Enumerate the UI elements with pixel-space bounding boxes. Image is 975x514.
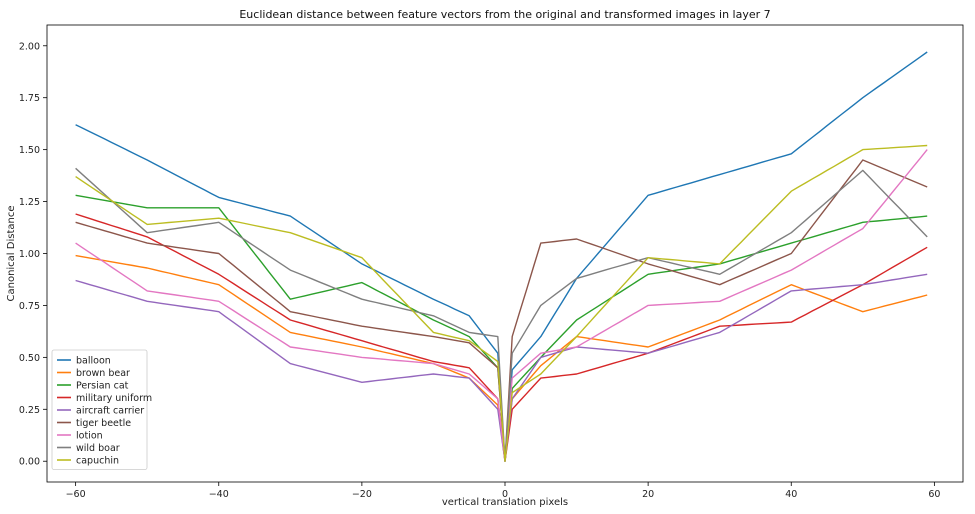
y-axis-label: Canonical Distance (6, 206, 17, 302)
y-tick-label: 0.00 (19, 457, 40, 468)
legend-label: aircraft carrier (76, 406, 144, 417)
legend-label: lotion (76, 431, 103, 442)
series-line-capuchin (75, 144, 928, 462)
x-tick-label: −40 (209, 489, 229, 500)
y-tick-label: 1.00 (19, 249, 40, 260)
series-line-wild-boar (75, 167, 928, 462)
legend-label: tiger beetle (76, 418, 131, 429)
x-tick-label: −60 (66, 489, 86, 500)
legend-box (51, 349, 148, 470)
legend-label: balloon (76, 356, 111, 367)
y-tick-label: 0.25 (19, 405, 40, 416)
x-axis-label: vertical translation pixels (442, 497, 568, 508)
x-tick-label: 20 (642, 489, 654, 500)
y-tick-label: 0.50 (19, 353, 40, 364)
x-axis: −60 −40 −20 0 20 40 60 (66, 482, 940, 500)
legend-label: capuchin (76, 456, 119, 467)
y-tick-label: 1.50 (19, 145, 40, 156)
x-tick-label: 0 (502, 489, 508, 500)
y-tick-label: 1.75 (19, 93, 40, 104)
legend-label: wild boar (76, 443, 120, 454)
x-tick-label: −20 (352, 489, 372, 500)
series-line-lotion (75, 149, 928, 462)
legend-label: military uniform (76, 393, 152, 404)
chart-title: Euclidean distance between feature vecto… (239, 8, 770, 21)
y-tick-label: 0.75 (19, 301, 40, 312)
legend-label: brown bear (76, 368, 130, 379)
x-tick-label: 60 (928, 489, 940, 500)
legend-label: Persian cat (76, 381, 129, 392)
y-tick-label: 1.25 (19, 197, 40, 208)
y-tick-label: 2.00 (19, 41, 40, 52)
x-tick-label: 40 (785, 489, 797, 500)
plot-area (46, 24, 964, 483)
y-axis: 0.00 0.25 0.50 0.75 1.00 1.25 1.50 1.75 2.00 (19, 41, 47, 468)
plot-frame (46, 24, 964, 483)
